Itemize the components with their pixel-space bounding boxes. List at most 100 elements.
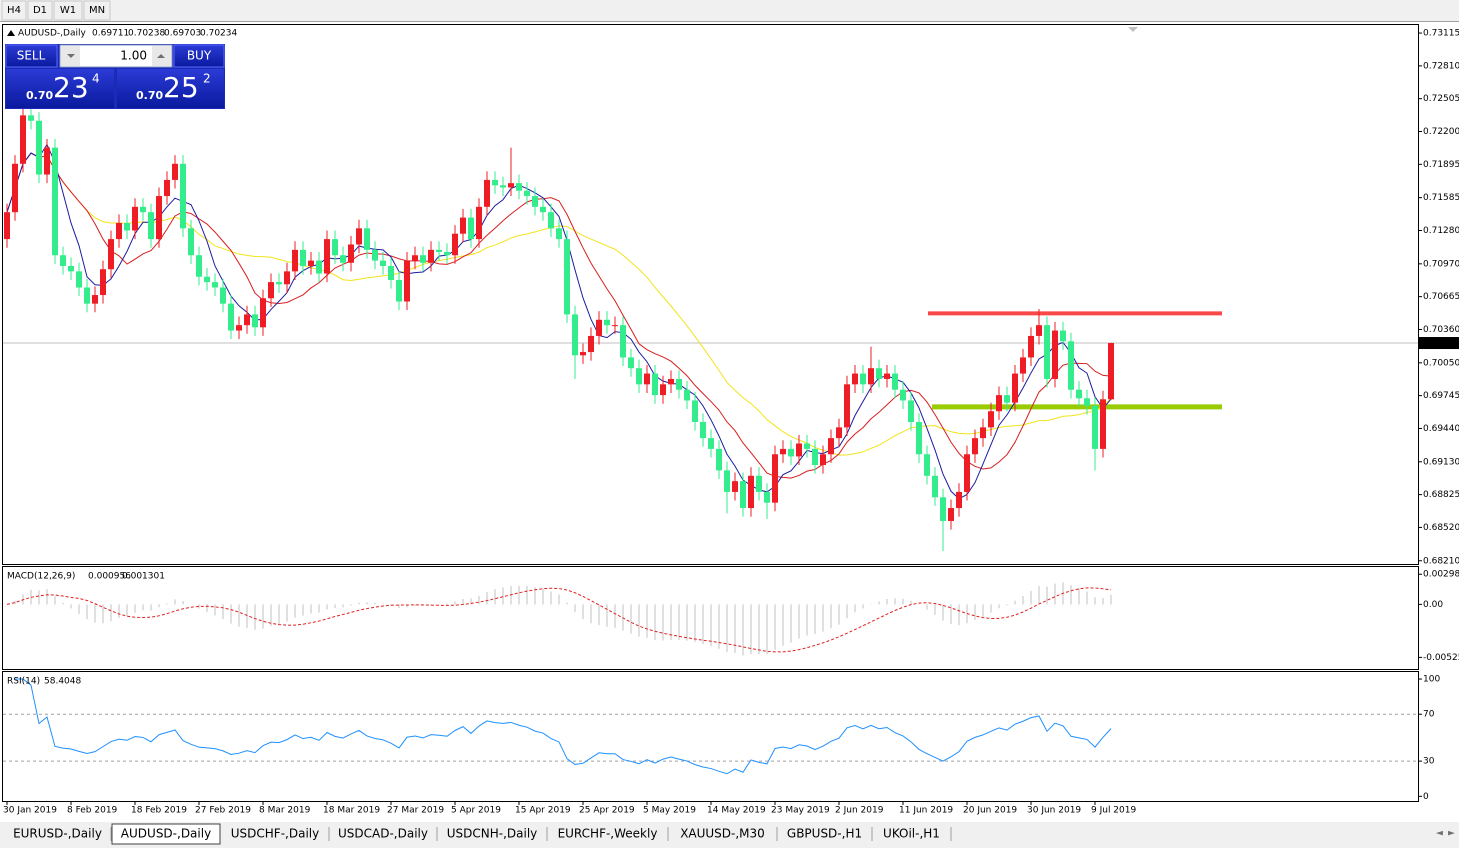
candle-body xyxy=(732,481,738,492)
y-tick-label: 0.68210 xyxy=(1423,556,1459,566)
candle-body xyxy=(60,255,66,266)
timeframe-label[interactable]: MN xyxy=(89,5,105,16)
timeframe-label[interactable]: H4 xyxy=(7,5,21,16)
candle-body xyxy=(204,276,210,283)
candle-body xyxy=(772,454,778,503)
y-tick-label: 0.72200 xyxy=(1423,127,1459,137)
chart-window xyxy=(0,22,1459,822)
candle-body xyxy=(604,319,610,326)
candle-body xyxy=(444,252,450,256)
candle-body xyxy=(52,147,58,256)
shift-marker xyxy=(1128,27,1138,32)
timeframe-buttons: H4 D1 W1 MN xyxy=(1,0,111,21)
candle-body xyxy=(324,239,330,274)
candle-body xyxy=(580,352,586,356)
candle-body xyxy=(36,120,42,175)
macd-signal xyxy=(6,587,1112,653)
candle-body xyxy=(1076,389,1082,399)
x-tick-label: 5 Apr 2019 xyxy=(451,806,501,816)
candle-body xyxy=(748,475,754,509)
candle-body xyxy=(668,378,674,385)
candle-body xyxy=(340,255,346,263)
timeframe-label[interactable]: W1 xyxy=(60,5,76,16)
candle-body xyxy=(948,508,954,521)
timeframe-button[interactable] xyxy=(1,0,27,21)
sell-button[interactable] xyxy=(5,44,58,68)
ask-pips[interactable]: 25 xyxy=(163,71,199,104)
lot-value[interactable]: 1.00 xyxy=(120,49,147,63)
bid-pips[interactable]: 23 xyxy=(53,71,89,104)
tab-scroll-right[interactable]: ► xyxy=(1448,829,1455,839)
candle-body xyxy=(988,411,994,428)
timeframe-button[interactable] xyxy=(53,0,83,21)
candle-body xyxy=(540,206,546,213)
candle-body xyxy=(196,255,202,277)
lot-up-icon[interactable] xyxy=(157,54,165,58)
tab-label[interactable]: AUDUSD-,Daily xyxy=(121,827,211,841)
candle-body xyxy=(564,239,570,315)
candle-body xyxy=(436,249,442,253)
timeframe-button[interactable] xyxy=(27,0,53,21)
ask-fraction[interactable]: 2 xyxy=(203,72,211,86)
candle-body xyxy=(780,448,786,455)
bid-box[interactable] xyxy=(6,69,114,108)
candle-body xyxy=(268,282,274,299)
sell-label[interactable]: SELL xyxy=(17,49,46,63)
tab-label[interactable]: EURCHF-,Weekly xyxy=(558,827,658,841)
y-tick-label: 0.72505 xyxy=(1423,94,1459,104)
tab-scroll-left[interactable]: ◄ xyxy=(1436,829,1443,839)
candle-body xyxy=(628,357,634,369)
tab-label[interactable]: GBPUSD-,H1 xyxy=(787,827,862,841)
candle-body xyxy=(404,260,410,302)
current-price-box xyxy=(1419,337,1459,350)
collapse-arrow[interactable] xyxy=(7,30,15,36)
candle-body xyxy=(1108,343,1114,400)
timeframe-button[interactable] xyxy=(83,0,111,21)
candle-body xyxy=(964,454,970,492)
candle-body xyxy=(12,163,18,213)
timeframe-label[interactable]: D1 xyxy=(33,5,47,16)
tab-label[interactable]: USDCHF-,Daily xyxy=(231,827,319,841)
plot-layer: 0.73115 0.72810 0.72505 0.72200 0.71895 0.715… xyxy=(3,29,1459,816)
candle-body xyxy=(460,217,466,234)
x-tick-label: 27 Mar 2019 xyxy=(387,806,444,816)
y-tick-label: 0.69745 xyxy=(1423,391,1459,401)
candle-body xyxy=(300,249,306,266)
y-tick-label: 70 xyxy=(1423,710,1435,720)
lot-down-icon[interactable] xyxy=(67,54,75,58)
y-tick-label: 30 xyxy=(1423,757,1435,767)
x-tick-label: 15 Apr 2019 xyxy=(515,806,571,816)
candle-body xyxy=(428,249,434,263)
tab-label[interactable]: XAUUSD-,M30 xyxy=(680,827,765,841)
moving-average-mid xyxy=(6,152,1112,479)
tab-active[interactable] xyxy=(111,823,221,845)
x-tick-label: 11 Jun 2019 xyxy=(899,806,953,816)
candle-body xyxy=(500,185,506,188)
tab-label[interactable]: USDCAD-,Daily xyxy=(338,827,428,841)
buy-label[interactable]: BUY xyxy=(187,49,212,63)
tab-label[interactable]: EURUSD-,Daily xyxy=(13,827,102,841)
rsi-label: RSI(14) xyxy=(7,677,40,687)
candle-body xyxy=(28,115,34,121)
bid-prefix[interactable]: 0.70 xyxy=(26,89,53,102)
candle-body xyxy=(972,438,978,455)
candle-body xyxy=(108,239,114,270)
candle-body xyxy=(468,217,474,240)
buy-button[interactable] xyxy=(173,44,225,68)
tab-label[interactable]: USDCNH-,Daily xyxy=(447,827,538,841)
lot-field[interactable] xyxy=(59,44,173,68)
candle-body xyxy=(708,438,714,449)
candle-body xyxy=(260,298,266,328)
y-tick-label: 0.69130 xyxy=(1423,457,1459,467)
ask-box[interactable] xyxy=(117,69,224,108)
ohlc-open: 0.69711 xyxy=(92,29,129,39)
candle-body xyxy=(4,212,10,240)
bid-fraction[interactable]: 4 xyxy=(92,72,100,86)
candle-body xyxy=(452,233,458,256)
tab-label[interactable]: UKOil-,H1 xyxy=(883,827,940,841)
candle-body xyxy=(860,373,866,385)
candle-body xyxy=(644,373,650,385)
ask-prefix[interactable]: 0.70 xyxy=(136,89,163,102)
